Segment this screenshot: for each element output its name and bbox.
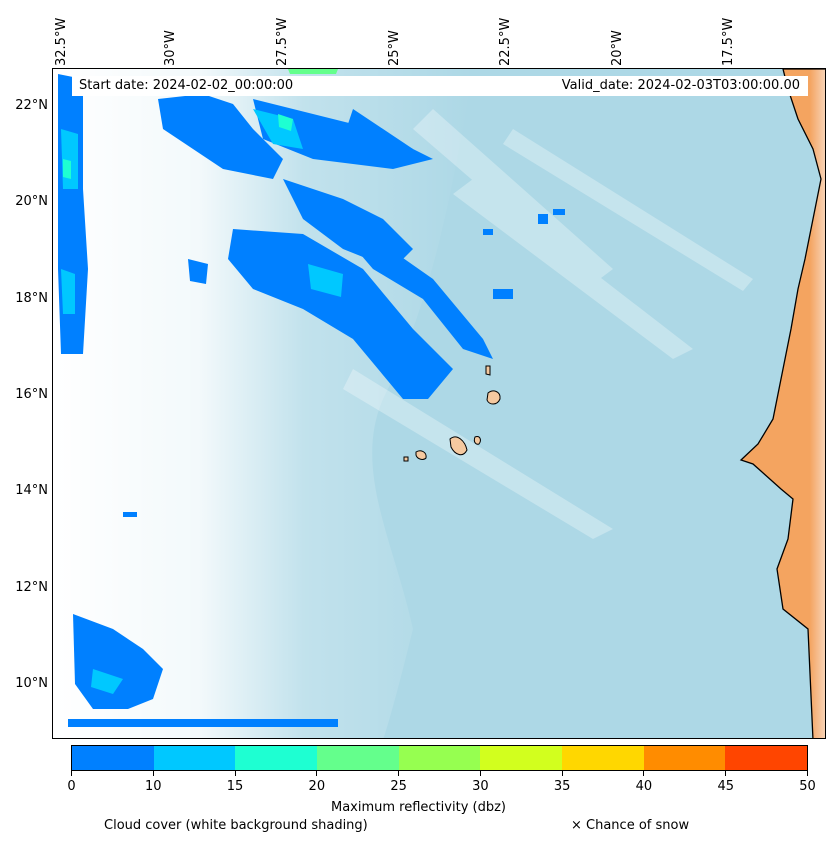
colorbar-segment xyxy=(480,746,563,770)
colorbar-segment xyxy=(235,746,318,770)
colorbar-segment xyxy=(643,746,726,770)
lon-label-22-5w: 22.5°W xyxy=(498,17,513,66)
lon-label-27-5w: 27.5°W xyxy=(275,17,290,66)
colorbar-tick xyxy=(561,771,563,776)
colorbar-tick-label: 10 xyxy=(144,779,162,794)
reflectivity-15-20 xyxy=(63,114,293,179)
colorbar-tick xyxy=(234,771,236,776)
lat-label-14n: 14°N xyxy=(15,483,48,498)
colorbar-tick-label: 25 xyxy=(390,779,407,794)
lat-label-18n: 18°N xyxy=(15,291,48,306)
colorbar-tick xyxy=(725,771,727,776)
cape-verde-islands xyxy=(403,365,501,462)
reflectivity-20-25 xyxy=(288,69,338,74)
colorbar-segment xyxy=(317,746,399,770)
colorbar-tick xyxy=(71,771,72,776)
colorbar-tick-label: 20 xyxy=(308,779,326,794)
colorbar-tick-label: 15 xyxy=(226,779,244,794)
colorbar-title: Maximum reflectivity (dbz) xyxy=(331,800,506,815)
africa-landmass xyxy=(739,69,825,738)
colorbar-tick xyxy=(316,771,318,776)
cloud-streaks xyxy=(343,109,753,539)
colorbar-tick xyxy=(643,771,645,776)
valid-date-label: Valid_date: 2024-02-03T03:00:00.00 xyxy=(561,78,800,93)
reflectivity-colorbar xyxy=(71,745,808,771)
colorbar-segment xyxy=(725,746,808,770)
map-panel[interactable] xyxy=(52,68,826,739)
lat-label-20n: 20°N xyxy=(15,194,48,209)
colorbar-segment xyxy=(562,746,644,770)
colorbar-tick xyxy=(807,771,808,776)
lat-label-16n: 16°N xyxy=(15,387,48,402)
lat-label-12n: 12°N xyxy=(15,580,48,595)
colorbar-tick-label: 35 xyxy=(553,779,571,794)
lat-label-10n: 10°N xyxy=(15,676,48,691)
lat-label-22n: 22°N xyxy=(15,98,48,113)
colorbar-tick-label: 50 xyxy=(799,779,816,794)
colorbar-segment xyxy=(72,746,154,770)
colorbar-tick-label: 45 xyxy=(717,779,734,794)
colorbar-tick xyxy=(152,771,154,776)
colorbar-tick-label: 30 xyxy=(472,779,489,794)
colorbar-tick-label: 40 xyxy=(635,779,653,794)
lon-label-25w: 25°W xyxy=(387,30,402,66)
colorbar-tick xyxy=(479,771,481,776)
cloud-cover-note: Cloud cover (white background shading) xyxy=(104,818,368,833)
colorbar-tick xyxy=(398,771,400,776)
colorbar-segment xyxy=(398,746,481,770)
colorbar-segment xyxy=(153,746,236,770)
map-canvas xyxy=(53,69,825,738)
snow-chance-note: × Chance of snow xyxy=(571,818,690,833)
colorbar-tick-label: 0 xyxy=(67,779,76,794)
date-info-bar: Start date: 2024-02-02_00:00:00 Valid_da… xyxy=(72,76,808,96)
lon-label-32-5w: 32.5°W xyxy=(54,17,69,66)
lon-label-17-5w: 17.5°W xyxy=(721,17,736,66)
lon-label-30w: 30°W xyxy=(163,30,178,66)
start-date-label: Start date: 2024-02-02_00:00:00 xyxy=(79,78,294,93)
lon-label-20w: 20°W xyxy=(610,30,625,66)
